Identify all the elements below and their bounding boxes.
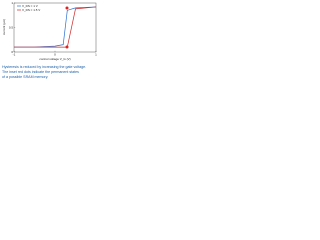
- legend-label: V_DS = 1 V: [22, 4, 38, 8]
- y-axis-label: current (μA): [2, 19, 6, 35]
- y-tick-label: 0: [11, 50, 13, 54]
- x-tick-label: 1: [95, 52, 97, 56]
- caption-line: Hysteresis is reduced by increasing the …: [2, 65, 86, 69]
- caption-line: The inset red dots indicate the permanen…: [2, 70, 79, 74]
- x-tick-label: 0: [54, 52, 56, 56]
- plot-frame: [13, 2, 97, 53]
- x-tick-label: -1: [13, 52, 16, 56]
- x-axis-label: control voltage V_G (V): [39, 57, 70, 61]
- data-line: [14, 6, 97, 48]
- caption-line: of a possible SRAM memory.: [2, 75, 48, 79]
- page: {"chart_data": {"type": "line", "x_label…: [0, 0, 320, 85]
- legend-label: V_DS = 1.5 V: [22, 8, 40, 12]
- state-dot: [65, 6, 69, 10]
- chart: current (μA) control voltage V_G (V) 0 0.…: [2, 1, 97, 79]
- y-tick-label: 0.5: [9, 25, 14, 29]
- y-tick-label: 1: [11, 1, 13, 5]
